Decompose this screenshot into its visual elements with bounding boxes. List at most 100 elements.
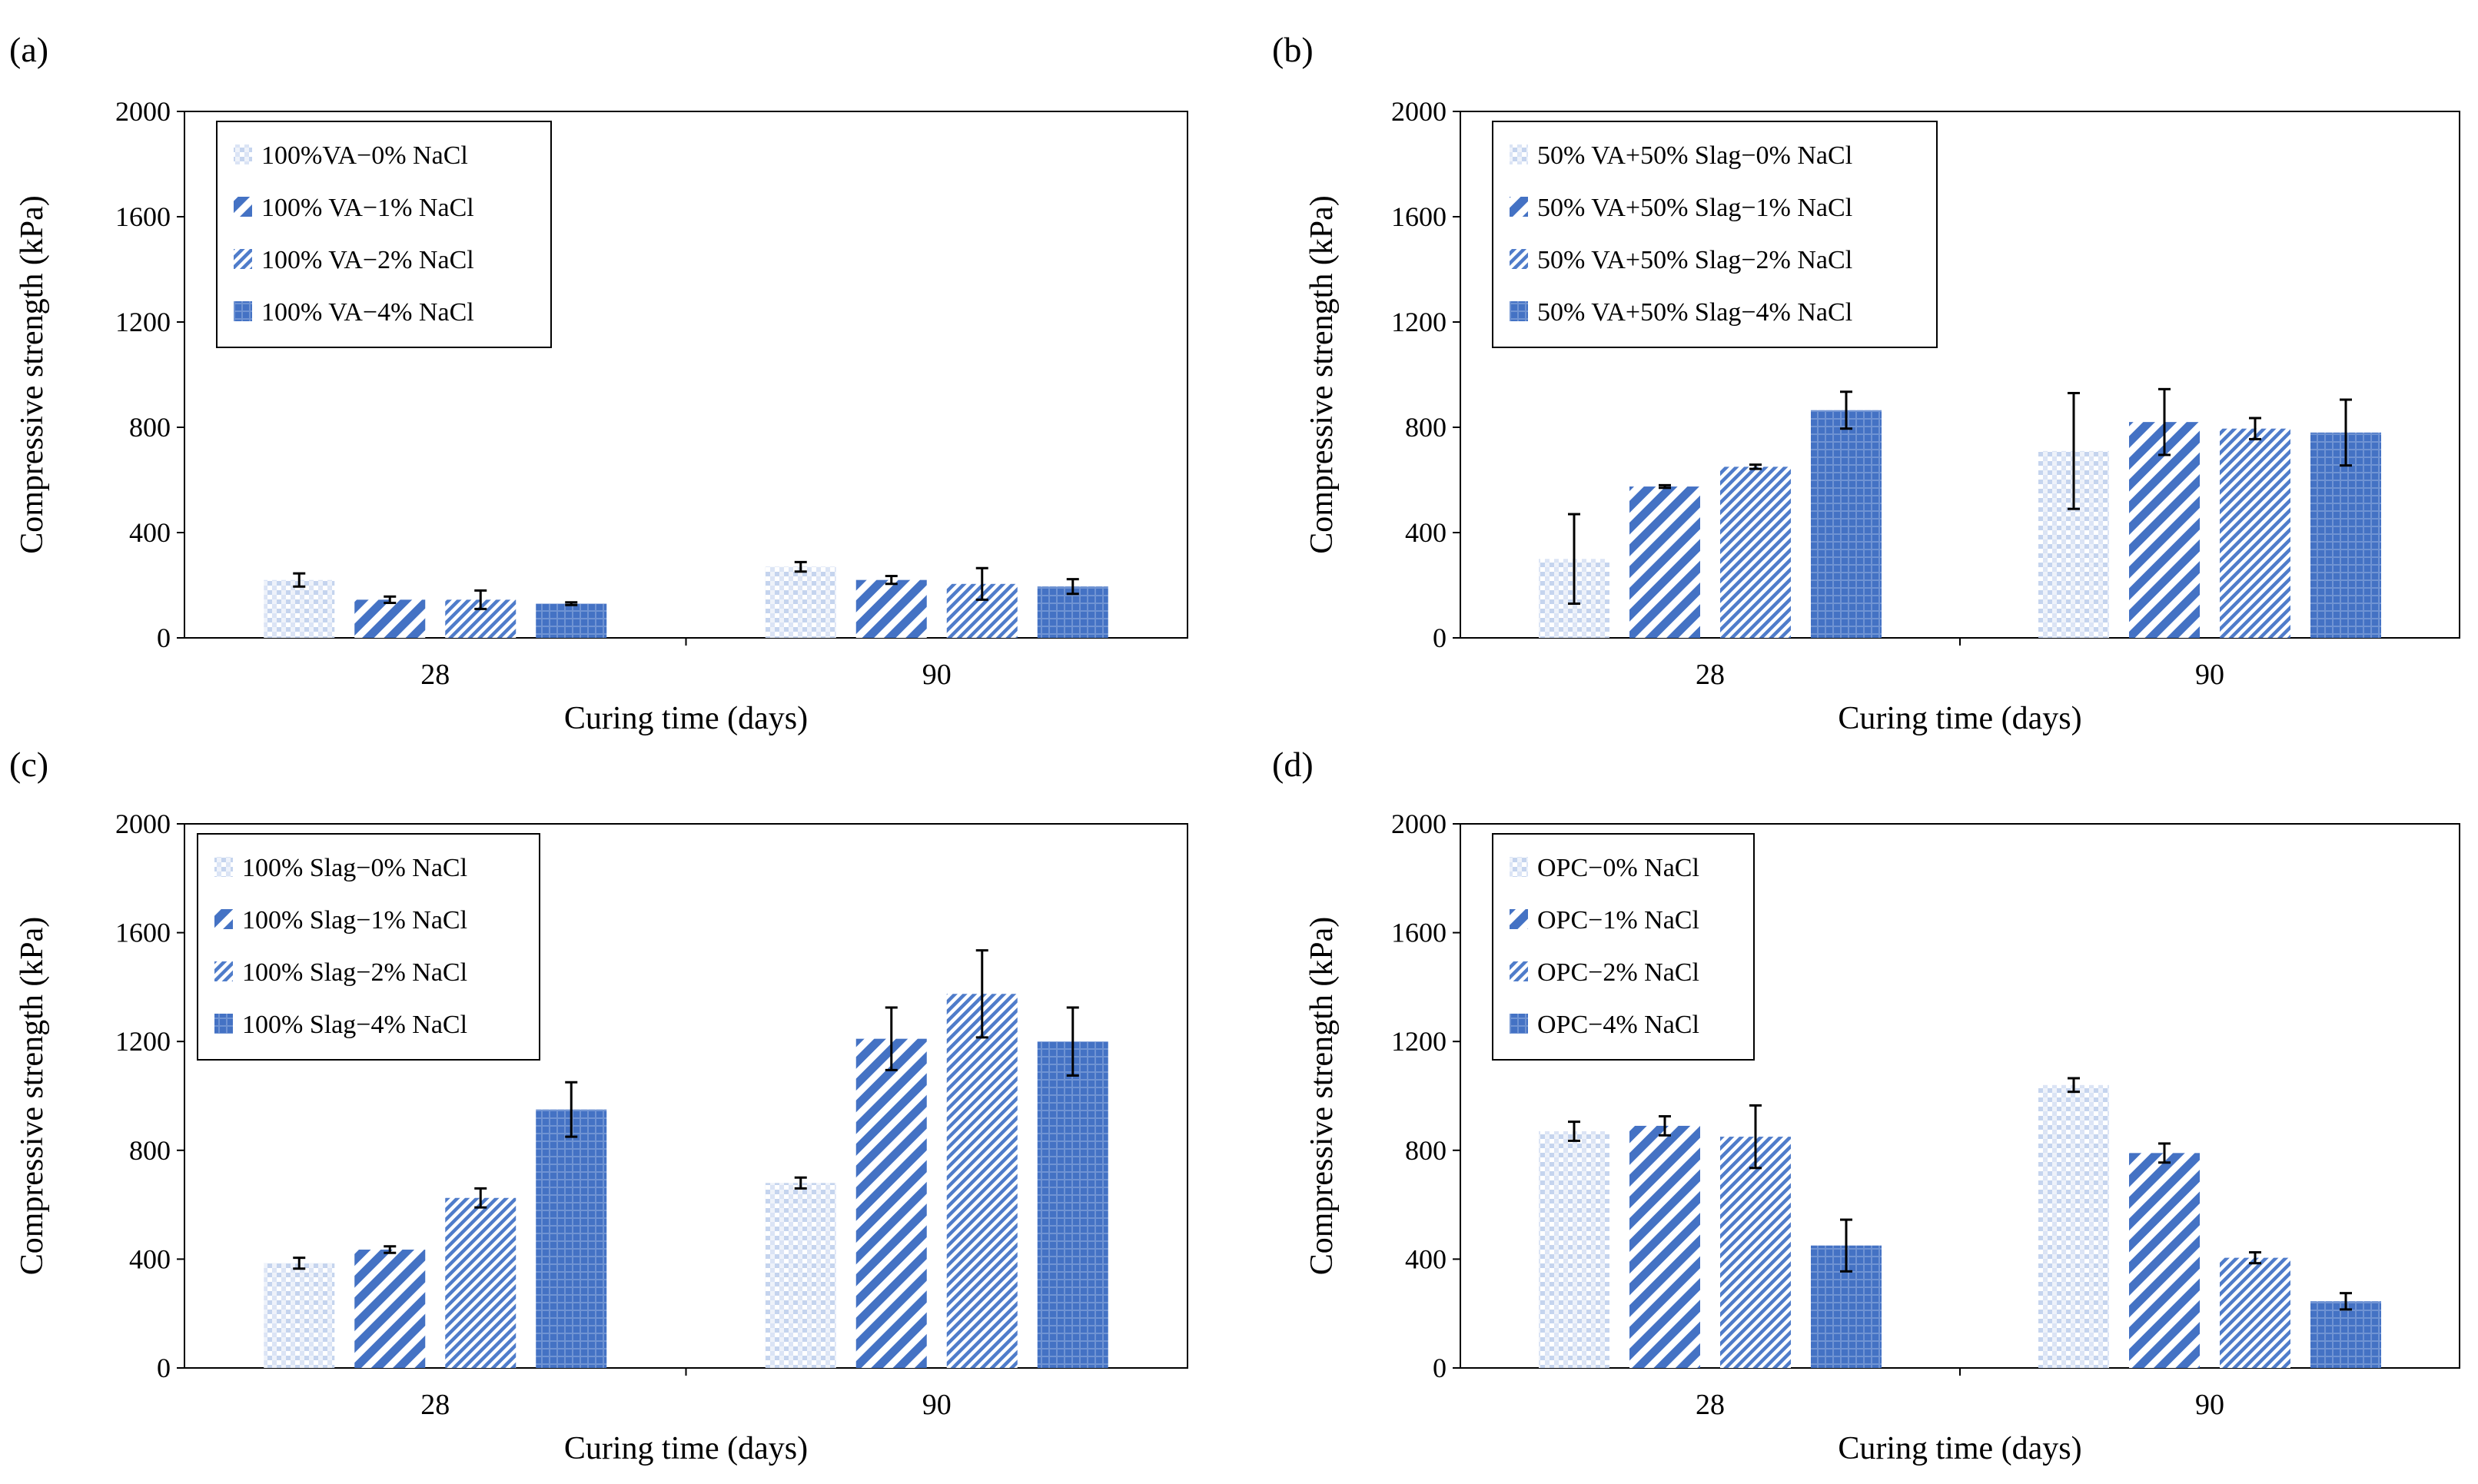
x-axis-title: Curing time (days) xyxy=(1838,701,2081,736)
panel-label: (d) xyxy=(1272,745,1314,784)
chart-panel-c: (c) 0 400 800 1200 1600 2000 Compressive streng… xyxy=(9,745,1188,1466)
legend-label: 100% VA−4% NaCl xyxy=(261,298,474,327)
legend-label: 50% VA+50% Slag−2% NaCl xyxy=(1537,246,1852,274)
bar xyxy=(1811,410,1882,638)
bar xyxy=(1720,466,1791,638)
legend-label: 100% VA−1% NaCl xyxy=(261,194,474,222)
chart-panel-d: (d) 0 400 800 1200 1600 2000 Compressive streng… xyxy=(1272,745,2460,1466)
y-tick-label: 2000 xyxy=(115,96,171,127)
panel-label: (a) xyxy=(9,30,48,69)
y-tick-label: 400 xyxy=(1405,1243,1447,1274)
y-axis-title: Compressive strength (kPa) xyxy=(15,195,50,554)
bar xyxy=(1539,1131,1609,1368)
legend-label: 50% VA+50% Slag−4% NaCl xyxy=(1537,298,1852,327)
bar xyxy=(2310,1301,2381,1368)
y-tick-label: 400 xyxy=(1405,517,1447,548)
legend-label: 50% VA+50% Slag−1% NaCl xyxy=(1537,194,1852,222)
x-axis-title: Curing time (days) xyxy=(564,701,808,736)
bar xyxy=(264,579,335,638)
bar xyxy=(2220,1257,2290,1368)
y-axis-title: Compressive strength (kPa) xyxy=(15,917,50,1276)
bar xyxy=(2129,422,2200,638)
legend-label: OPC−4% NaCl xyxy=(1537,1011,1699,1039)
y-tick-label: 1200 xyxy=(115,1026,171,1057)
legend-label: 100% Slag−2% NaCl xyxy=(242,958,467,987)
legend-label: 100% Slag−1% NaCl xyxy=(242,906,467,935)
bar xyxy=(855,579,927,638)
x-category-label: 28 xyxy=(420,659,450,691)
x-category-label: 90 xyxy=(922,1389,952,1421)
bar xyxy=(946,994,1018,1368)
legend-box xyxy=(197,833,540,1061)
bar xyxy=(1037,586,1108,638)
bar xyxy=(2038,1084,2109,1368)
bar xyxy=(765,1183,836,1368)
y-tick-label: 1600 xyxy=(1391,201,1447,232)
bar xyxy=(264,1263,335,1368)
y-tick-label: 400 xyxy=(129,517,171,548)
x-category-label: 90 xyxy=(922,659,952,691)
legend-label: OPC−0% NaCl xyxy=(1537,854,1699,882)
y-tick-label: 2000 xyxy=(1391,96,1447,127)
y-tick-label: 0 xyxy=(157,622,171,653)
legend: OPC−0% NaCl OPC−1% NaCl OPC−2% NaCl OPC−4% … xyxy=(1492,833,1755,1061)
bar xyxy=(765,566,836,638)
legend-label: OPC−2% NaCl xyxy=(1537,958,1699,987)
y-tick-label: 2000 xyxy=(1391,808,1447,839)
x-category-label: 90 xyxy=(2195,659,2224,691)
bar xyxy=(2310,432,2381,638)
chart-panel-a: (a) 0 400 800 1200 1600 2000 Compressive streng… xyxy=(9,30,1188,736)
x-axis-title: Curing time (days) xyxy=(1838,1431,2081,1466)
legend-swatch xyxy=(234,144,252,164)
y-tick-label: 2000 xyxy=(115,808,171,839)
legend-box xyxy=(1492,121,1938,348)
panel-label: (c) xyxy=(9,745,48,784)
legend-label: 50% VA+50% Slag−0% NaCl xyxy=(1537,141,1852,170)
y-tick-label: 1200 xyxy=(1391,1026,1447,1057)
x-category-label: 28 xyxy=(1696,1389,1725,1421)
legend-swatch xyxy=(1510,197,1528,217)
x-category-label: 28 xyxy=(420,1389,450,1421)
legend-swatch xyxy=(1510,857,1528,877)
legend-swatch xyxy=(214,857,233,877)
y-tick-label: 800 xyxy=(129,1135,171,1166)
legend-swatch xyxy=(1510,249,1528,269)
legend-label: 100%VA−0% NaCl xyxy=(261,141,468,170)
bar xyxy=(354,1250,426,1368)
y-tick-label: 1600 xyxy=(1391,918,1447,948)
bar xyxy=(354,599,426,638)
bar xyxy=(2220,428,2290,638)
bar xyxy=(2129,1153,2200,1368)
legend-swatch xyxy=(1510,909,1528,929)
legend: 100% Slag−0% NaCl 100% Slag−1% NaCl 100% S… xyxy=(197,833,540,1061)
legend-swatch xyxy=(234,197,252,217)
legend-label: 100% VA−2% NaCl xyxy=(261,246,474,274)
legend: 50% VA+50% Slag−0% NaCl 50% VA+50% Slag−1… xyxy=(1492,121,1938,348)
y-tick-label: 800 xyxy=(129,412,171,443)
legend-swatch xyxy=(1510,1014,1528,1034)
legend-label: 100% Slag−0% NaCl xyxy=(242,854,467,882)
legend-swatch xyxy=(214,1014,233,1034)
legend-swatch xyxy=(214,909,233,929)
y-tick-label: 1200 xyxy=(115,307,171,337)
legend: 100%VA−0% NaCl 100% VA−1% NaCl 100% VA−2% … xyxy=(216,121,552,348)
legend-swatch xyxy=(214,961,233,981)
y-tick-label: 0 xyxy=(157,1353,171,1383)
bar xyxy=(1037,1041,1108,1368)
bar xyxy=(1629,1125,1700,1368)
y-tick-label: 800 xyxy=(1405,412,1447,443)
y-tick-label: 1600 xyxy=(115,918,171,948)
bar xyxy=(1720,1137,1791,1368)
y-tick-label: 1200 xyxy=(1391,307,1447,337)
bar xyxy=(536,603,607,638)
legend-swatch xyxy=(1510,961,1528,981)
bar xyxy=(855,1038,927,1368)
bar xyxy=(1629,486,1700,638)
legend-swatch xyxy=(234,249,252,269)
y-tick-label: 1600 xyxy=(115,201,171,232)
legend-swatch xyxy=(1510,301,1528,321)
legend-label: 100% Slag−4% NaCl xyxy=(242,1011,467,1039)
x-axis-title: Curing time (days) xyxy=(564,1431,808,1466)
bar xyxy=(536,1109,607,1368)
